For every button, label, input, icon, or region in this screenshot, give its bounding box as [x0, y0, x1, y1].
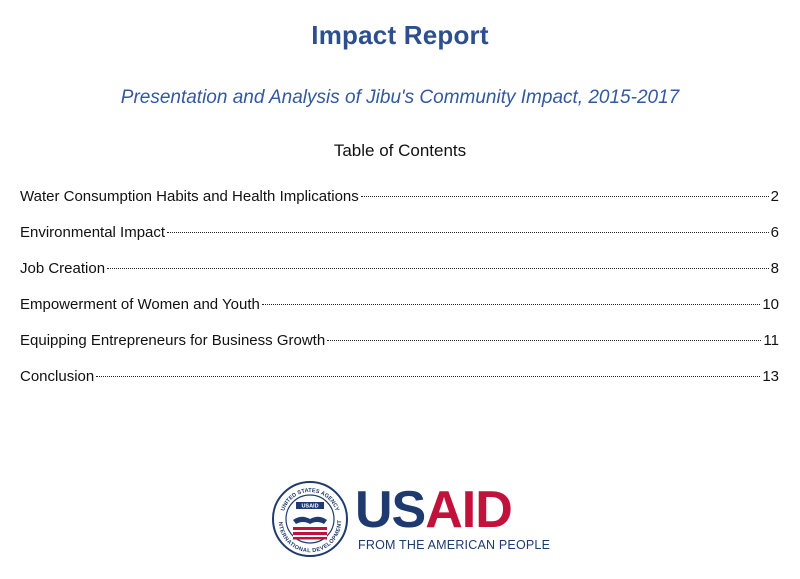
toc-entry-page: 10 — [762, 296, 779, 313]
toc-heading: Table of Contents — [333, 141, 467, 160]
toc-entry-page: 6 — [770, 224, 779, 241]
toc-entry-page: 8 — [770, 260, 779, 277]
table-of-contents: Water Consumption Habits and Health Impl… — [20, 186, 779, 402]
toc-entry-label: Empowerment of Women and Youth — [20, 296, 260, 313]
document-subtitle: Presentation and Analysis of Jibu's Comm… — [120, 87, 680, 108]
usaid-seal-icon: UNITED STATES AGENCY INTERNATIONAL DEVEL… — [271, 480, 348, 557]
toc-leader-dots — [261, 304, 761, 305]
wordmark-aid: AID — [425, 481, 513, 539]
toc-entry[interactable]: Job Creation 8 — [20, 258, 779, 294]
toc-entry-page: 11 — [763, 332, 779, 349]
toc-entry[interactable]: Environmental Impact 6 — [20, 222, 779, 258]
usaid-wordmark: USAID — [355, 481, 513, 539]
document-title: Impact Report — [311, 20, 489, 50]
wordmark-us: US — [355, 481, 426, 539]
toc-entry-label: Water Consumption Habits and Health Impl… — [20, 188, 359, 205]
toc-entry-label: Conclusion — [20, 368, 95, 385]
toc-entry[interactable]: Equipping Entrepreneurs for Business Gro… — [20, 330, 779, 366]
usaid-logo: UNITED STATES AGENCY INTERNATIONAL DEVEL… — [271, 480, 550, 560]
toc-entry-label: Environmental Impact — [20, 224, 166, 241]
toc-entry[interactable]: Water Consumption Habits and Health Impl… — [20, 186, 779, 222]
toc-entry-page: 2 — [770, 188, 779, 205]
toc-leader-dots — [327, 340, 762, 341]
toc-leader-dots — [360, 196, 769, 197]
toc-entry-label: Equipping Entrepreneurs for Business Gro… — [20, 332, 326, 349]
toc-leader-dots — [107, 268, 769, 269]
toc-leader-dots — [96, 376, 761, 377]
toc-leader-dots — [167, 232, 769, 233]
usaid-tagline: FROM THE AMERICAN PEOPLE — [358, 538, 551, 552]
toc-entry-label: Job Creation — [20, 260, 106, 277]
toc-entry-page: 13 — [762, 368, 779, 385]
seal-label: USAID — [301, 504, 318, 510]
toc-entry[interactable]: Empowerment of Women and Youth 10 — [20, 294, 779, 330]
toc-entry[interactable]: Conclusion 13 — [20, 366, 779, 402]
